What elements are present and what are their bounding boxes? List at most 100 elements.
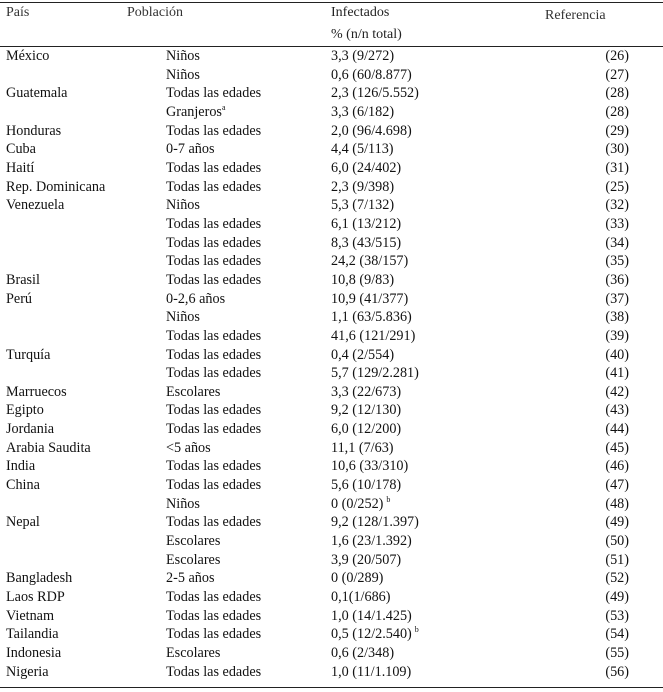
table-row: México Niños 3,3 (9/272) (26) [0,47,663,66]
cell-infected-text: 5,3 (7/132) [331,197,395,214]
cell-reference: (54) [605,625,629,644]
cell-reference-text: (48) [605,495,629,512]
table-row: Arabia Saudita <5 años 11,1 (7/63) (45) [0,439,663,458]
table-row: Perú 0-2,6 años 10,9 (41/377) (37) [0,290,663,309]
cell-infected: 0 (0/289) [331,569,383,588]
table-row: Vietnam Todas las edades 1,0 (14/1.425) (53… [0,607,663,626]
cell-population-text: Todas las edades [166,215,262,232]
table-row: China Todas las edades 5,6 (10/178) (47) [0,476,663,495]
cell-infected-text: 1,0 (14/1.425) [331,607,412,624]
cell-population-text: Todas las edades [166,85,262,102]
cell-reference: (31) [605,159,629,178]
cell-infected: 1,0 (14/1.425) [331,607,412,626]
table-row: Indonesia Escolares 0,6 (2/348) (55) [0,644,663,663]
cell-country: Jordania [6,420,54,439]
cell-country: Perú [6,290,32,309]
cell-country: Haití [6,159,34,178]
cell-population-text: Todas las edades [166,458,262,475]
cell-infected-text: 8,3 (43/515) [331,234,402,251]
cell-population-text: 0-7 años [166,141,215,158]
cell-infected-text: 41,6 (121/291) [331,327,416,344]
cell-population: Escolares [166,644,220,663]
cell-infected: 0,5 (12/2.540) b [331,625,419,644]
cell-country: Rep. Dominicana [6,178,105,197]
cell-population-text: Todas las edades [166,122,262,139]
cell-country-text: Tailandia [6,626,59,643]
cell-infected-text: 2,3 (126/5.552) [331,85,419,102]
cell-reference: (48) [605,495,629,514]
table-row: Jordania Todas las edades 6,0 (12/200) (44) [0,420,663,439]
cell-country-text: Indonesia [6,645,62,661]
cell-reference-text: (50) [605,533,629,550]
cell-reference-text: (42) [605,383,629,400]
cell-reference-text: (25) [605,178,629,195]
cell-reference: (36) [605,271,629,290]
table-row: Niños 0 (0/252) b (48) [0,495,663,514]
cell-population-text: Escolares [166,551,221,568]
cell-population-text: Todas las edades [166,178,262,195]
table-row: Nepal Todas las edades 9,2 (128/1.397) (49) [0,513,663,532]
table-bottom-rule [0,687,663,688]
cell-reference-text: (26) [605,48,629,64]
cell-reference: (42) [605,383,629,402]
cell-infected: 2,3 (126/5.552) [331,84,419,103]
cell-population-text: Todas las edades [166,477,262,494]
cell-population: Todas las edades [166,84,261,103]
cell-population-text: Todas las edades [166,365,262,382]
cell-population: 2-5 años [166,569,214,588]
cell-infected: 6,0 (12/200) [331,420,401,439]
cell-country-text: Laos RDP [6,589,65,606]
cell-country: Bangladesh [6,569,72,588]
cell-infected-text: 0,4 (2/554) [331,346,395,363]
cell-infected-text: 11,1 (7/63) [331,439,394,456]
cell-country: Marruecos [6,383,67,402]
cell-population: Todas las edades [166,252,261,271]
cell-infected: 8,3 (43/515) [331,234,401,253]
cell-infected: 41,6 (121/291) [331,327,415,346]
cell-population-text: Niños [166,48,200,64]
cell-population: Granjerosa [166,103,226,122]
cell-reference: (25) [605,178,629,197]
cell-reference: (49) [605,513,629,532]
cell-infected: 6,1 (13/212) [331,215,401,234]
cell-reference-text: (46) [605,458,629,475]
cell-population-text: Todas las edades [166,402,262,419]
cell-reference-text: (28) [605,103,629,120]
cell-country: Indonesia [6,644,61,663]
cell-country: Honduras [6,122,61,141]
cell-population-text: Todas las edades [166,234,262,251]
cell-infected: 0 (0/252) b [331,495,390,514]
cell-infected-text: 3,3 (6/182) [331,103,395,120]
cell-reference-text: (34) [605,234,629,251]
cell-reference-text: (31) [605,159,629,176]
cell-population-text: Escolares [166,383,221,400]
cell-population: Todas las edades [166,215,261,234]
table-row: Todas las edades 41,6 (121/291) (39) [0,327,663,346]
cell-reference: (35) [605,252,629,271]
table-row: Escolares 1,6 (23/1.392) (50) [0,532,663,551]
cell-population: Todas las edades [166,178,261,197]
header-reference: Referencia [545,8,606,23]
cell-infected: 6,0 (24/402) [331,159,401,178]
cell-reference-text: (27) [605,66,629,83]
cell-population: Todas las edades [166,271,261,290]
cell-reference: (55) [605,644,629,663]
table-row: Todas las edades 8,3 (43/515) (34) [0,234,663,253]
table-row: Tailandia Todas las edades 0,5 (12/2.540) b… [0,625,663,644]
table-top-rule [0,2,663,3]
cell-infected-text: 0,1(1/686) [331,589,391,606]
header-country: País [6,5,30,20]
cell-reference-text: (53) [605,607,629,624]
cell-population: Escolares [166,532,220,551]
table-row: Todas las edades 24,2 (38/157) (35) [0,252,663,271]
cell-country: México [6,47,49,66]
cell-infected: 10,8 (9/83) [331,271,394,290]
cell-reference: (43) [605,401,629,420]
cell-reference-text: (45) [605,439,629,456]
cell-infected-text: 24,2 (38/157) [331,253,409,270]
cell-reference-text: (47) [605,477,629,494]
cell-reference: (45) [605,439,629,458]
cell-population: Todas las edades [166,625,261,644]
cell-reference: (47) [605,476,629,495]
cell-infected: 9,2 (128/1.397) [331,513,419,532]
